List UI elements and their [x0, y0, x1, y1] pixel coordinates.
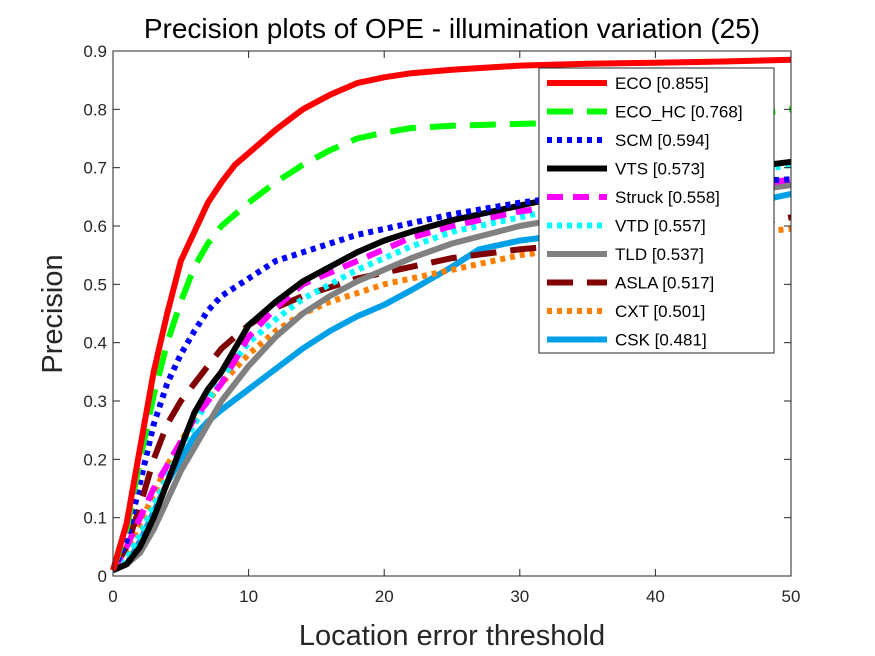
x-tick-label: 0 — [108, 587, 117, 606]
legend-box — [538, 67, 775, 354]
y-tick-label: 0.9 — [83, 42, 107, 61]
x-axis-label: Location error threshold — [299, 620, 605, 652]
x-tick-label: 50 — [782, 587, 801, 606]
tick-layer: 0 10 20 30 40 50 0 0.1 0.2 0.3 0.4 0.5 0.6 0.7 0.8 0.9 — [83, 42, 800, 606]
y-tick-label: 0.5 — [83, 275, 107, 294]
legend-label: SCM [0.594] — [615, 131, 710, 150]
legend-label: TLD [0.537] — [615, 245, 704, 264]
legend-label: ECO_HC [0.768] — [615, 103, 743, 122]
series-line — [110, 176, 792, 572]
x-tick-label: 10 — [239, 587, 258, 606]
legend-label: Struck [0.558] — [615, 188, 720, 207]
axes-box — [112, 50, 792, 577]
x-tick-label: 20 — [375, 587, 394, 606]
y-axis-label: Precision — [37, 254, 69, 373]
legend-label: ASLA [0.517] — [615, 274, 714, 293]
y-tick-label: 0.2 — [83, 450, 107, 469]
chart-title: Precision plots of OPE - illumination va… — [144, 13, 760, 44]
series-line — [110, 56, 792, 572]
y-tick-label: 0.3 — [83, 392, 107, 411]
legend-label: CSK [0.481] — [615, 331, 707, 350]
x-tick-label: 40 — [646, 587, 665, 606]
x-tick-label: 30 — [510, 587, 529, 606]
legend-label: VTS [0.573] — [615, 160, 705, 179]
y-tick-label: 0.4 — [83, 334, 107, 353]
y-tick-label: 0.6 — [83, 217, 107, 236]
y-tick-label: 0.7 — [83, 159, 107, 178]
y-tick-label: 0.8 — [83, 100, 107, 119]
y-tick-label: 0 — [98, 567, 107, 586]
legend: ECO [0.855] ECO_HC [0.768] SCM [0.594] VTS … — [538, 67, 775, 354]
y-tick-label: 0.1 — [83, 509, 107, 528]
legend-label: ECO [0.855] — [615, 74, 709, 93]
legend-label: VTD [0.557] — [615, 217, 706, 236]
legend-label: CXT [0.501] — [615, 302, 705, 321]
